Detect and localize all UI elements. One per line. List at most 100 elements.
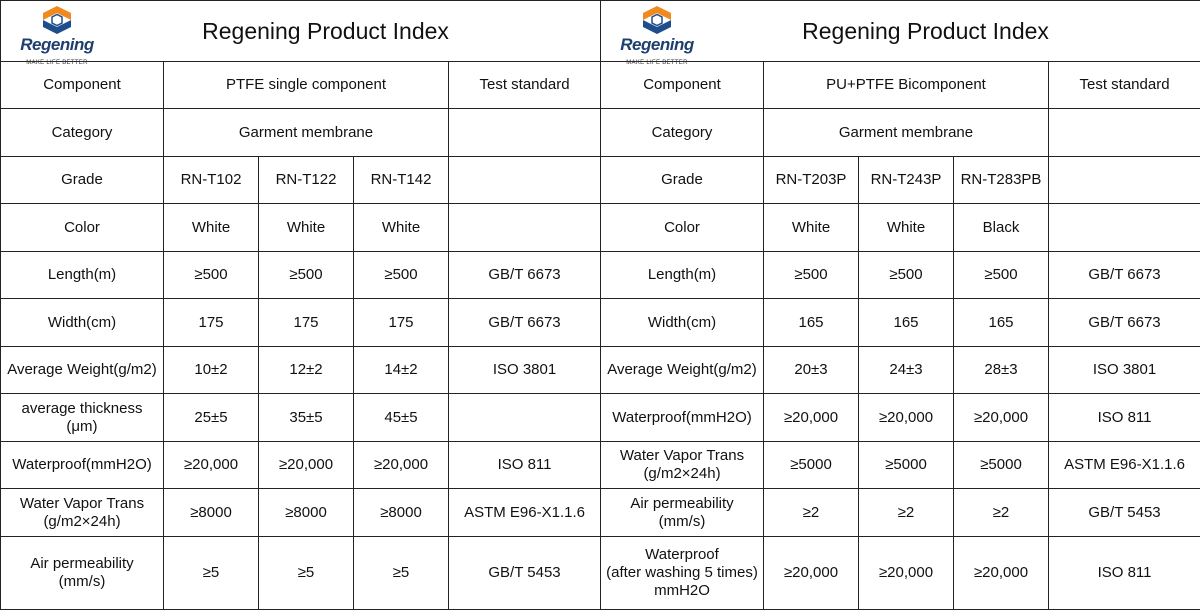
value-cell: ≥20,000 <box>953 393 1049 442</box>
value-cell: ≥5 <box>163 536 259 610</box>
standard-cell <box>1047 203 1200 252</box>
test-standard-header: Test standard <box>1047 61 1200 109</box>
value-cell: ≥5000 <box>953 441 1049 489</box>
row-label: Average Weight(g/m2) <box>0 346 164 394</box>
header-row: Regening MAKE LIFE BETTER Regening Produ… <box>0 0 602 66</box>
value-cell: 175 <box>353 298 449 347</box>
value-cell: ≥8000 <box>353 488 449 537</box>
value-cell: ≥20,000 <box>258 441 354 489</box>
value-cell: 45±5 <box>353 393 449 442</box>
empty-cell <box>1047 108 1200 157</box>
value-cell: 14±2 <box>353 346 449 394</box>
row-label: Category <box>600 108 764 157</box>
category-value: Garment membrane <box>763 108 1049 157</box>
pu-ptfe-bicomponent-panel: Regening MAKE LIFE BETTER Regening Produ… <box>599 0 1200 611</box>
logo-mark-icon <box>643 6 671 34</box>
spec-row: Waterproof(mmH2O) ≥20,000 ≥20,000 ≥20,00… <box>0 441 602 489</box>
grade-cell: RN-T203P <box>763 156 859 204</box>
value-cell: ≥20,000 <box>953 536 1049 610</box>
value-cell: ≥2 <box>953 488 1049 537</box>
empty-cell <box>447 108 602 157</box>
row-label: Waterproof(mmH2O) <box>0 441 164 489</box>
spec-row: Water Vapor Trans (g/m2×24h) ≥5000 ≥5000… <box>600 441 1200 489</box>
component-value: PU+PTFE Bicomponent <box>763 61 1049 109</box>
value-cell: 165 <box>858 298 954 347</box>
spec-row: Length(m) ≥500 ≥500 ≥500 GB/T 6673 <box>600 251 1200 299</box>
title-cell: Regening MAKE LIFE BETTER Regening Produ… <box>0 0 602 66</box>
value-cell: 165 <box>763 298 859 347</box>
row-label: Width(cm) <box>600 298 764 347</box>
row-label: Water Vapor Trans (g/m2×24h) <box>0 488 164 537</box>
value-cell: ≥8000 <box>258 488 354 537</box>
value-cell: 35±5 <box>258 393 354 442</box>
value-cell: 10±2 <box>163 346 259 394</box>
standard-cell: GB/T 6673 <box>447 298 602 347</box>
grade-row: Grade RN-T203P RN-T243P RN-T283PB <box>600 156 1200 204</box>
value-cell: White <box>858 203 954 252</box>
standard-cell: ASTM E96-X1.1.6 <box>447 488 602 537</box>
spec-row: Color White White Black <box>600 203 1200 252</box>
standard-cell: GB/T 6673 <box>447 251 602 299</box>
value-cell: ≥500 <box>163 251 259 299</box>
header-row: Regening MAKE LIFE BETTER Regening Produ… <box>599 0 1200 66</box>
row-label: Waterproof (after washing 5 times) mmH2O <box>600 536 764 610</box>
spec-row: Length(m) ≥500 ≥500 ≥500 GB/T 6673 <box>0 251 602 299</box>
empty-cell <box>1047 156 1200 204</box>
standard-cell: ISO 3801 <box>447 346 602 394</box>
grade-cell: RN-T243P <box>858 156 954 204</box>
value-cell: Black <box>953 203 1049 252</box>
value-cell: 24±3 <box>858 346 954 394</box>
value-cell: White <box>353 203 449 252</box>
value-cell: 25±5 <box>163 393 259 442</box>
value-cell: ≥20,000 <box>858 536 954 610</box>
brand-name: Regening <box>20 35 94 54</box>
value-cell: 175 <box>258 298 354 347</box>
category-value: Garment membrane <box>163 108 449 157</box>
page-title: Regening Product Index <box>202 18 449 44</box>
value-cell: ≥8000 <box>163 488 259 537</box>
value-cell: ≥2 <box>858 488 954 537</box>
row-label: Grade <box>600 156 764 204</box>
grade-cell: RN-T283PB <box>953 156 1049 204</box>
value-cell: ≥5 <box>353 536 449 610</box>
value-cell: 165 <box>953 298 1049 347</box>
row-label: Length(m) <box>600 251 764 299</box>
value-cell: 175 <box>163 298 259 347</box>
standard-cell <box>447 203 602 252</box>
standard-cell: ISO 3801 <box>1047 346 1200 394</box>
value-cell: ≥20,000 <box>163 441 259 489</box>
row-label: Air permeability (mm/s) <box>0 536 164 610</box>
value-cell: ≥2 <box>763 488 859 537</box>
grade-cell: RN-T102 <box>163 156 259 204</box>
row-label: Category <box>0 108 164 157</box>
test-standard-header: Test standard <box>447 61 602 109</box>
row-label: Color <box>0 203 164 252</box>
logo-mark-icon <box>43 6 71 34</box>
ptfe-single-table: Regening MAKE LIFE BETTER Regening Produ… <box>0 0 602 610</box>
row-label: Component <box>0 61 164 109</box>
row-label: average thickness (μm) <box>0 393 164 442</box>
category-row: Category Garment membrane <box>0 108 602 157</box>
spec-row: Air permeability (mm/s) ≥5 ≥5 ≥5 GB/T 54… <box>0 536 602 610</box>
standard-cell: ISO 811 <box>1047 536 1200 610</box>
value-cell: White <box>163 203 259 252</box>
standard-cell: GB/T 5453 <box>1047 488 1200 537</box>
grade-cell: RN-T142 <box>353 156 449 204</box>
value-cell: 20±3 <box>763 346 859 394</box>
value-cell: White <box>763 203 859 252</box>
row-label: Width(cm) <box>0 298 164 347</box>
grade-cell: RN-T122 <box>258 156 354 204</box>
spec-row: Average Weight(g/m2) 20±3 24±3 28±3 ISO … <box>600 346 1200 394</box>
value-cell: ≥500 <box>258 251 354 299</box>
value-cell: ≥20,000 <box>353 441 449 489</box>
standard-cell: GB/T 6673 <box>1047 298 1200 347</box>
component-row: Component PTFE single component Test sta… <box>0 61 602 109</box>
row-label: Air permeability (mm/s) <box>600 488 764 537</box>
value-cell: ≥500 <box>858 251 954 299</box>
standard-cell: ISO 811 <box>1047 393 1200 442</box>
row-label: Color <box>600 203 764 252</box>
row-label: Length(m) <box>0 251 164 299</box>
component-value: PTFE single component <box>163 61 449 109</box>
regening-logo: Regening MAKE LIFE BETTER <box>7 5 107 66</box>
